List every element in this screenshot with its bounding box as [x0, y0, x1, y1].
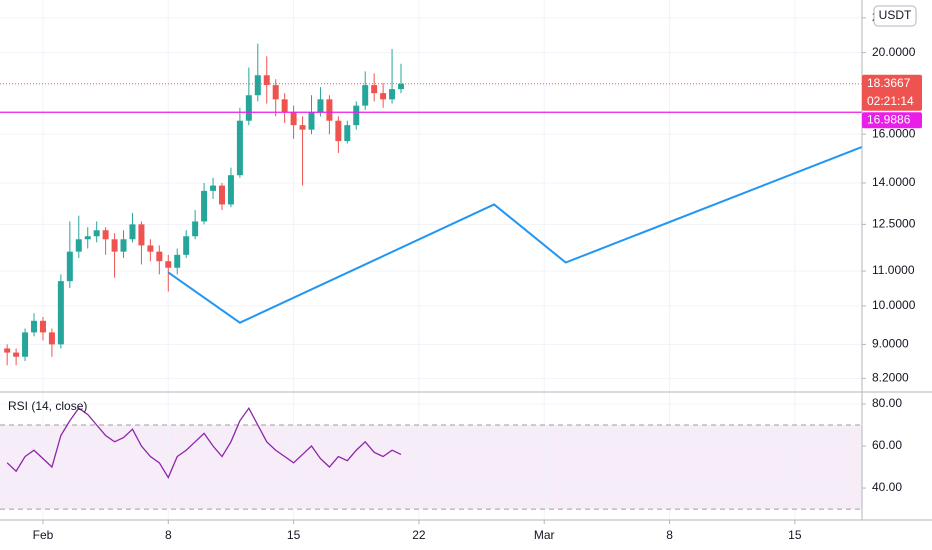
line-price-badge [862, 112, 922, 129]
y-tick-label: 40.00 [872, 480, 902, 494]
candle-body [299, 125, 306, 130]
candle-body [156, 251, 163, 262]
candle-body [254, 75, 261, 96]
y-tick-label: 16.0000 [872, 126, 916, 140]
rsi-title: RSI (14, close) [8, 399, 87, 413]
candle-body [335, 120, 342, 142]
candle-body [129, 224, 136, 240]
x-tick-label: 15 [788, 528, 802, 542]
candle-body [371, 85, 378, 94]
candle-body [174, 254, 181, 268]
candle-body [4, 348, 11, 353]
candle-body [272, 85, 279, 100]
candle-body [57, 281, 64, 345]
candle-body [362, 85, 369, 106]
candle-body [308, 112, 315, 130]
candle-body [236, 120, 243, 176]
candle-body [48, 332, 55, 345]
currency-label: USDT [879, 8, 912, 22]
candle-body [344, 125, 351, 142]
candle-body [31, 320, 38, 333]
candle-body [22, 332, 29, 357]
candle-body [75, 239, 82, 252]
x-tick-label: 22 [412, 528, 426, 542]
candle-body [147, 245, 154, 252]
x-tick-label: 15 [287, 528, 301, 542]
trendline [167, 146, 863, 324]
candle-body [66, 251, 73, 282]
candle-body [281, 99, 288, 113]
candle-body [326, 99, 333, 121]
candle-body [389, 89, 396, 100]
y-tick-label: 11.0000 [872, 263, 915, 277]
candle-body [380, 93, 387, 100]
currency-badge [873, 5, 917, 27]
candle-body [353, 105, 360, 126]
y-tick-label: 12.5000 [872, 217, 916, 231]
x-tick-label: Mar [534, 528, 555, 542]
x-tick-label: Feb [33, 528, 54, 542]
y-tick-label: 80.00 [872, 396, 902, 410]
candle-body [192, 221, 199, 237]
candle-body [183, 236, 190, 255]
candle-body [201, 190, 208, 222]
candle-body [263, 75, 270, 86]
rsi-line [6, 406, 402, 479]
last-price-label: 18.3667 [867, 76, 911, 90]
y-tick-label: 8.2000 [872, 371, 909, 385]
candle-body [102, 230, 109, 240]
x-tick-label: 8 [165, 528, 172, 542]
candle-body [84, 236, 91, 240]
y-tick-label: 10.0000 [872, 298, 916, 312]
candle-body [210, 185, 217, 191]
candle-body [227, 175, 234, 205]
candle-body [39, 320, 46, 333]
line-price-label: 16.9886 [867, 112, 911, 126]
countdown-label: 02:21:14 [867, 94, 914, 108]
y-tick-label: 14.0000 [872, 175, 916, 189]
y-tick-label: 9.0000 [872, 337, 909, 351]
candle-body [165, 261, 172, 268]
candle-body [93, 230, 100, 237]
candle-body [120, 239, 127, 252]
rsi-band [0, 424, 862, 510]
candle-body [138, 224, 145, 246]
last-price-badge [862, 74, 922, 111]
candle-body [111, 239, 118, 252]
candle-body [290, 112, 297, 126]
candle-body [398, 83, 405, 90]
y-tick-label: 20.0000 [872, 45, 916, 59]
candle-body [218, 185, 225, 205]
x-tick-label: 8 [666, 528, 673, 542]
candle-body [317, 99, 324, 113]
candle-body [13, 352, 20, 357]
candle-body [245, 95, 252, 121]
y-tick-label: 60.00 [872, 438, 902, 452]
